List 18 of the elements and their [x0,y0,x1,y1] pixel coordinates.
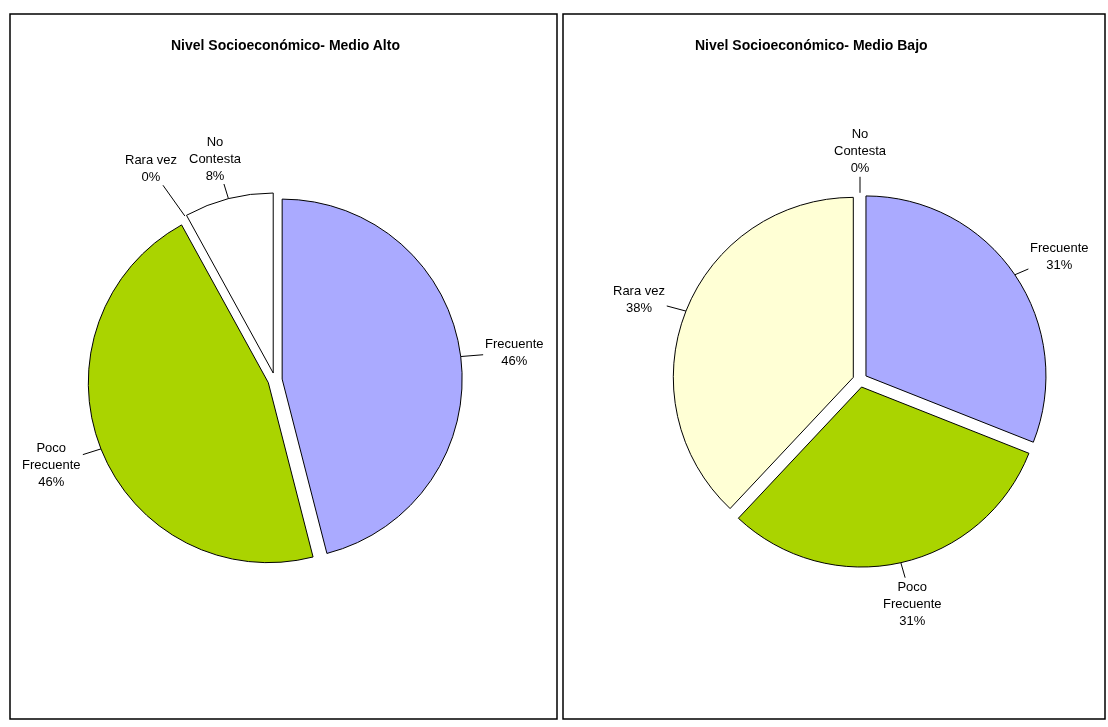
slice-label: Frecuente [485,336,544,351]
slice-label: Frecuente [1030,240,1089,255]
data-label: 38% [626,299,653,315]
category-label: No Contesta [834,126,887,158]
data-label: 8% [205,167,225,183]
data-label: 46% [38,473,65,489]
chart-title: Nivel Socioeconómico- Medio Bajo [695,37,928,53]
slice-label: Poco Frecuente [22,440,81,472]
category-label: Rara vez [125,152,178,167]
slice-label: Rara vez [613,283,666,298]
data-label: 31% [899,612,926,628]
text: 0% [850,159,870,175]
text: 0% [141,168,161,184]
slice-label: No Contesta [189,134,242,166]
chart-title: Nivel Socioeconómico- Medio Alto [171,37,400,53]
data-label: 31% [1046,256,1073,272]
slice-label: Poco Frecuente [883,579,942,611]
data-label: 46% [501,352,528,368]
